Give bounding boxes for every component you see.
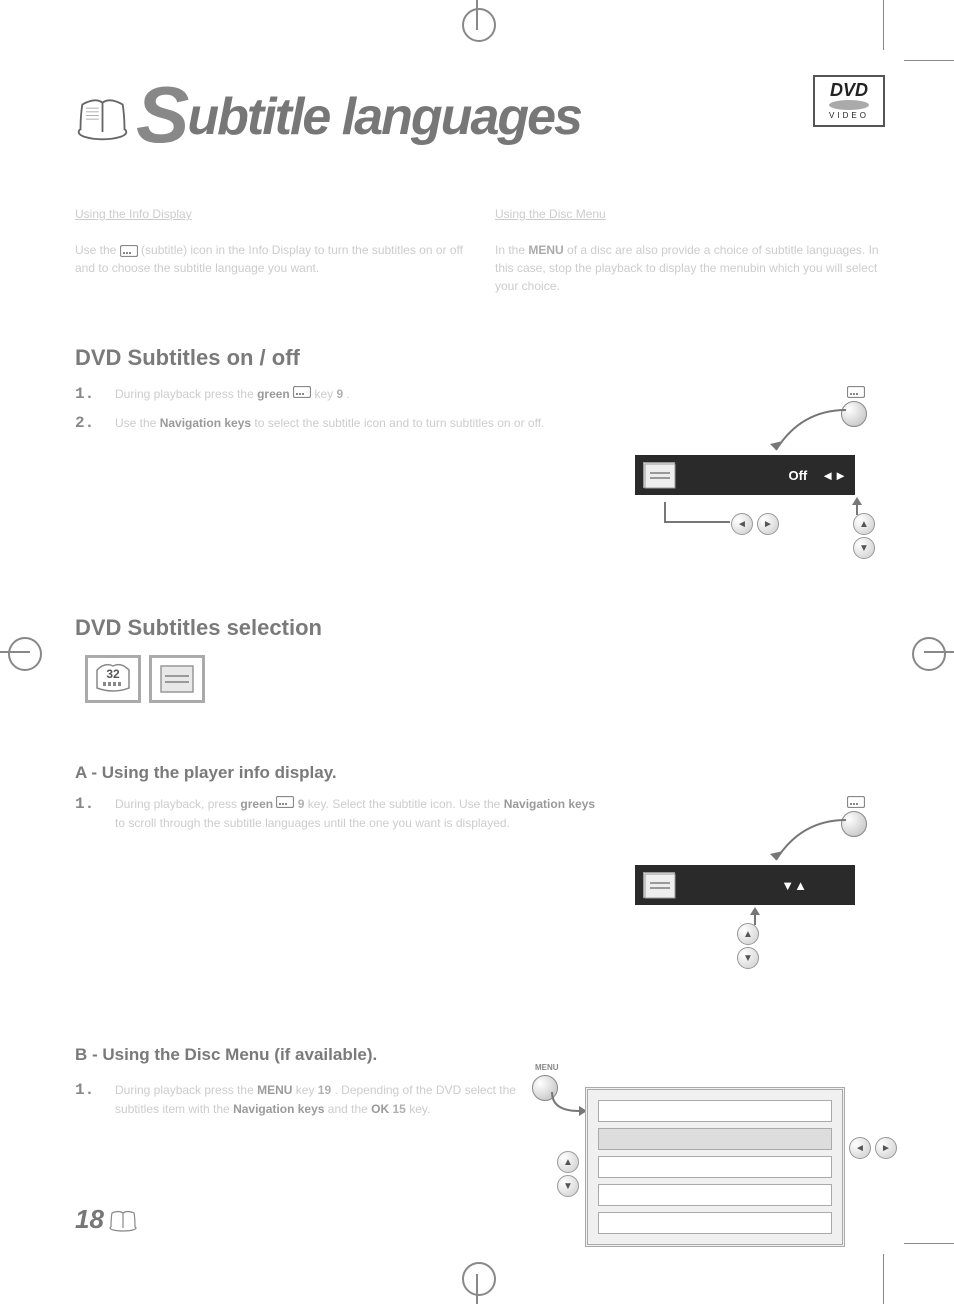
osd-subtitle-icon [643,462,675,488]
subtitle-icon [847,386,865,398]
trim-line [883,0,884,50]
intro-right-head: Using the Disc Menu [495,207,606,221]
onoff-step2: Use the Navigation keys to select the su… [115,414,605,433]
intro-right: Using the Disc Menu In the MENU of a dis… [495,205,885,295]
crop-mark-left [0,637,40,667]
dvd-word: DVD [830,82,868,98]
crop-mark-top [462,0,492,40]
nav-down-icon: ▼ [853,537,875,559]
disc-menu-box [585,1087,845,1247]
dvd-disc-icon [829,100,869,110]
book-small-icon [108,1208,138,1232]
dvd-video-logo: DVD VIDEO [813,75,885,127]
selection-a-figure: ▼▲ ▲ ▼ [635,795,885,965]
section-b-head: B - Using the Disc Menu (if available). [75,1045,885,1065]
disc-menu-item [598,1156,832,1178]
book-icon [75,88,130,143]
trim-line [904,1243,954,1244]
step-number: 1. [75,1081,95,1099]
page-title: Subtitle languages [75,75,581,155]
subtitle-icon [847,796,865,808]
arrow-curve-icon [549,1089,589,1119]
section-onoff-head: DVD Subtitles on / off [75,345,885,371]
disc-menu-item [598,1184,832,1206]
subtitle-icon [293,386,311,398]
subtitle-icon [276,796,294,808]
page-number: 18 [75,1204,104,1235]
nav-down-icon: ▼ [737,947,759,969]
onoff-step1: During playback press the green key 9 . [115,385,605,404]
step-number: 1. [75,795,95,813]
selection-b-step1: During playback press the MENU key 19 . … [115,1081,525,1119]
osd-ud-arrows-icon: ▼▲ [781,878,807,893]
intro-left-head: Using the Info Display [75,207,192,221]
trim-line [883,1254,884,1304]
icon-subtitle-big [149,655,205,703]
menu-label: MENU [535,1063,559,1072]
arrow-curve-icon [761,815,851,870]
page-number-wrap: 18 [75,1204,138,1235]
section-a-head: A - Using the player info display. [75,763,885,783]
section-selection-head: DVD Subtitles selection [75,615,885,641]
dvd-video-word: VIDEO [829,111,869,120]
onoff-figure: Off ◄► ◄ ► ▲ ▼ [635,385,885,565]
crop-mark-right [914,637,954,667]
osd-lr-arrows-icon: ◄► [821,468,847,483]
intro-left-pre: Use the [75,243,120,257]
nav-right-icon: ► [875,1137,897,1159]
nav-keys-ud: ▲ ▼ [853,513,875,559]
title-rest: ubtitle languages [187,88,581,146]
nav-up-icon: ▲ [853,513,875,535]
step-number: 2. [75,414,95,432]
crop-mark-bottom [462,1264,492,1304]
disc-menu-item [598,1212,832,1234]
osd-bar: ▼▲ [635,865,855,905]
nav-left-icon: ◄ [731,513,753,535]
subtitle-icon [120,245,138,257]
nav-keys-lr: ◄ ► [849,1137,897,1159]
nav-right-icon: ► [757,513,779,535]
nav-down-icon: ▼ [557,1175,579,1197]
selection-icons-row: 32 [85,655,885,703]
nav-up-icon: ▲ [557,1151,579,1173]
intro-right-pre: In the [495,243,528,257]
intro-right-menu: MENU [528,243,563,257]
intro-left: Using the Info Display Use the (subtitle… [75,205,465,295]
svg-text:32: 32 [106,667,120,681]
nav-keys-lr: ◄ ► [731,513,779,535]
arrow-curve-icon [761,405,851,460]
selection-a-step1: During playback, press green 9 key. Sele… [115,795,605,833]
nav-keys-ud: ▲ ▼ [557,1151,579,1197]
nav-up-icon: ▲ [737,923,759,945]
nav-left-icon: ◄ [849,1137,871,1159]
osd-subtitle-icon [643,872,675,898]
nav-keys-ud: ▲ ▼ [737,923,759,969]
step-number: 1. [75,385,95,403]
trim-line [904,60,954,61]
osd-bar: Off ◄► [635,455,855,495]
disc-menu-item [598,1100,832,1122]
disc-menu-item-selected [598,1128,832,1150]
icon-32-languages: 32 [85,655,141,703]
title-first-letter: S [136,70,187,159]
osd-off-label: Off [788,468,807,483]
